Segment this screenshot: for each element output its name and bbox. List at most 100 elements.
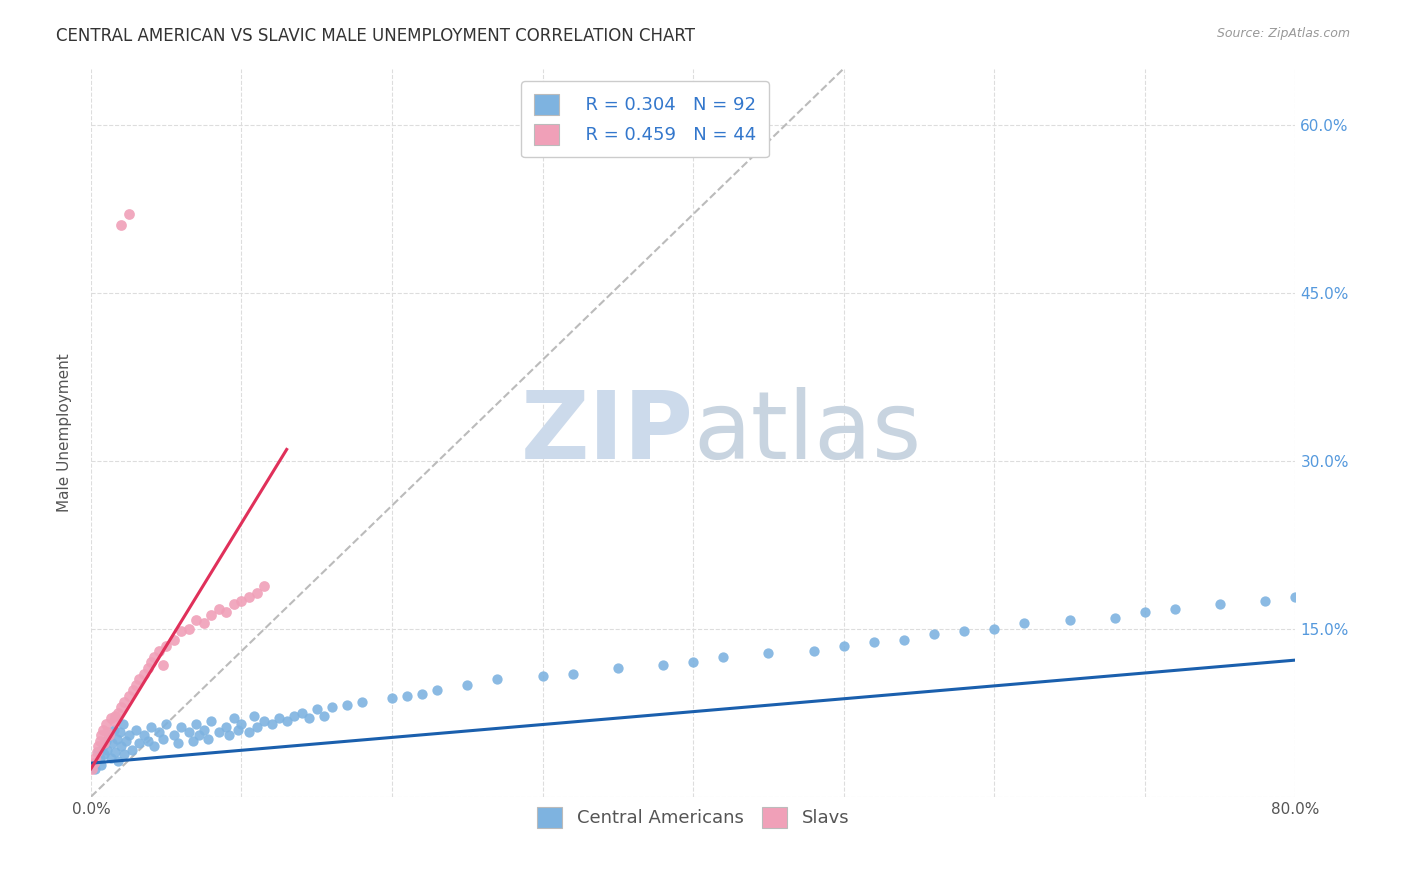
Point bbox=[91, 723, 114, 737]
Point bbox=[832, 639, 855, 653]
Point bbox=[101, 736, 124, 750]
Point bbox=[163, 632, 186, 647]
Point bbox=[238, 591, 260, 605]
Point bbox=[305, 702, 328, 716]
Point bbox=[208, 724, 231, 739]
Point bbox=[222, 597, 245, 611]
Point bbox=[953, 624, 976, 638]
Point bbox=[104, 745, 127, 759]
Point bbox=[90, 728, 112, 742]
Point bbox=[682, 656, 704, 670]
Point bbox=[215, 605, 238, 619]
Point bbox=[117, 728, 139, 742]
Point bbox=[218, 728, 240, 742]
Point bbox=[143, 739, 166, 754]
Point bbox=[110, 700, 132, 714]
Point bbox=[117, 207, 139, 221]
Point bbox=[100, 750, 122, 764]
Point bbox=[1104, 610, 1126, 624]
Point bbox=[242, 709, 264, 723]
Point bbox=[86, 745, 108, 759]
Point bbox=[1164, 601, 1187, 615]
Point bbox=[117, 689, 139, 703]
Point bbox=[238, 724, 260, 739]
Point bbox=[110, 219, 132, 233]
Point bbox=[152, 657, 174, 672]
Text: ZIP: ZIP bbox=[520, 386, 693, 479]
Point bbox=[163, 728, 186, 742]
Point bbox=[83, 756, 105, 771]
Point bbox=[177, 622, 200, 636]
Point bbox=[1284, 591, 1306, 605]
Point bbox=[170, 624, 193, 638]
Point bbox=[215, 720, 238, 734]
Point bbox=[260, 717, 283, 731]
Point bbox=[84, 762, 107, 776]
Point bbox=[112, 694, 135, 708]
Point bbox=[1254, 593, 1277, 607]
Point bbox=[231, 593, 253, 607]
Point bbox=[269, 711, 291, 725]
Point bbox=[561, 666, 583, 681]
Point bbox=[222, 711, 245, 725]
Point bbox=[96, 724, 118, 739]
Point bbox=[1209, 597, 1232, 611]
Point bbox=[456, 678, 478, 692]
Point bbox=[253, 579, 276, 593]
Point bbox=[107, 754, 129, 768]
Point bbox=[336, 698, 359, 712]
Point bbox=[100, 711, 122, 725]
Point bbox=[711, 649, 734, 664]
Point bbox=[155, 639, 177, 653]
Point bbox=[253, 714, 276, 728]
Point bbox=[652, 657, 675, 672]
Point bbox=[121, 743, 143, 757]
Point bbox=[125, 723, 148, 737]
Point bbox=[90, 758, 112, 772]
Point bbox=[181, 733, 204, 747]
Point bbox=[486, 672, 509, 686]
Point bbox=[94, 717, 117, 731]
Point bbox=[186, 613, 208, 627]
Point bbox=[89, 750, 111, 764]
Point bbox=[245, 720, 267, 734]
Point bbox=[758, 646, 780, 660]
Point bbox=[91, 739, 114, 754]
Point bbox=[141, 720, 163, 734]
Text: atlas: atlas bbox=[693, 386, 921, 479]
Point bbox=[155, 717, 177, 731]
Point bbox=[152, 731, 174, 746]
Point bbox=[1014, 616, 1036, 631]
Point bbox=[350, 694, 373, 708]
Point bbox=[167, 736, 190, 750]
Point bbox=[143, 649, 166, 664]
Point bbox=[136, 661, 159, 675]
Point bbox=[200, 714, 222, 728]
Point bbox=[82, 762, 104, 776]
Text: CENTRAL AMERICAN VS SLAVIC MALE UNEMPLOYMENT CORRELATION CHART: CENTRAL AMERICAN VS SLAVIC MALE UNEMPLOY… bbox=[56, 27, 695, 45]
Point bbox=[87, 739, 110, 754]
Point bbox=[863, 635, 886, 649]
Point bbox=[141, 656, 163, 670]
Text: Source: ZipAtlas.com: Source: ZipAtlas.com bbox=[1216, 27, 1350, 40]
Point bbox=[98, 728, 121, 742]
Point bbox=[803, 644, 825, 658]
Point bbox=[200, 608, 222, 623]
Point bbox=[87, 745, 110, 759]
Point bbox=[125, 678, 148, 692]
Point bbox=[1133, 605, 1156, 619]
Point bbox=[128, 736, 150, 750]
Point bbox=[193, 616, 215, 631]
Point bbox=[188, 728, 211, 742]
Point bbox=[531, 669, 554, 683]
Point bbox=[83, 756, 105, 771]
Point bbox=[108, 724, 131, 739]
Point bbox=[381, 691, 404, 706]
Point bbox=[103, 723, 125, 737]
Point bbox=[245, 586, 267, 600]
Point bbox=[104, 709, 127, 723]
Point bbox=[411, 687, 433, 701]
Point bbox=[606, 661, 628, 675]
Point bbox=[321, 700, 343, 714]
Point bbox=[148, 724, 170, 739]
